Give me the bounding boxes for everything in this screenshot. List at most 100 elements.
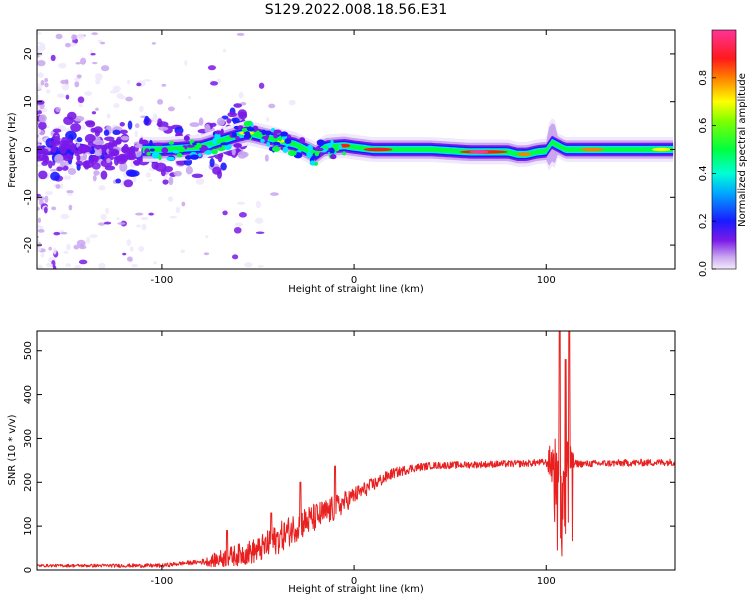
spectrogram-noise-blob [203, 252, 210, 256]
spectrogram-ridge-blob [330, 154, 337, 160]
snr-ytick-label: 500 [23, 341, 34, 360]
spectrogram-noise-blob [91, 32, 99, 36]
spectrogram-ridge-blob [284, 138, 292, 145]
spectrogram-noise-blob [48, 246, 52, 251]
snr-ylabel: SNR (10 * v/v) [7, 414, 18, 485]
spectrogram-noise-blob [37, 264, 43, 269]
spectrogram-ridge-blob [211, 148, 218, 155]
spectrogram-ridge-blob [309, 160, 316, 166]
spectrogram-noise-blob [66, 243, 71, 251]
spectrogram-hot-segment [580, 147, 604, 152]
spectrogram-noise-blob [91, 111, 97, 115]
spectrogram-ridge-blob [237, 125, 244, 130]
spectrogram-noise-blob [62, 175, 72, 180]
spectrogram-band-blob [160, 169, 166, 177]
spectrogram-band-blob [76, 154, 81, 162]
spectrogram-ridge-blob [266, 141, 271, 147]
spectrogram-band-blob [191, 173, 204, 178]
spectrogram-noise-blob [258, 82, 265, 89]
spectrogram-noise-blob [100, 41, 106, 45]
spectrogram-band-blob [41, 153, 48, 164]
spectrogram-noise-blob [92, 61, 98, 65]
spectrogram-noise-blob [98, 185, 106, 191]
spectrogram-ridge-blob [177, 146, 186, 153]
spectrogram-noise-blob [40, 80, 45, 86]
spectrogram-noise-blob [80, 57, 87, 65]
spectrogram-hot-segment [469, 150, 489, 154]
spectrogram-noise-blob [268, 103, 276, 109]
spectrogram-noise-blob [264, 154, 269, 162]
spectrogram-band-blob [117, 153, 129, 162]
spectrogram-ridge-blob [338, 144, 342, 150]
spectrogram-xtick-label: 0 [351, 275, 357, 286]
spectrogram-band-blob [37, 148, 49, 155]
spectrogram-noise-blob [65, 94, 70, 100]
colorbar-tick-label: 0.8 [698, 70, 709, 86]
spectrogram-noise-blob [53, 231, 61, 236]
spectrogram-noise-blob [37, 137, 43, 143]
spectrogram-noise-blob [66, 190, 74, 194]
spectrogram-hot-segment [651, 147, 672, 152]
spectrogram-noise-blob [109, 90, 119, 94]
spectrogram-ridge-blob [161, 147, 169, 154]
spectrogram-noise-blob [60, 231, 68, 235]
spectrogram-noise-blob [157, 98, 164, 105]
spectrogram-noise-blob [254, 217, 264, 224]
spectrogram-ridge-blob [287, 150, 297, 157]
spectrogram-ridge-blob [225, 146, 230, 151]
spectrogram-hot-segment [517, 152, 531, 157]
spectrogram-ridge-blob [307, 144, 313, 152]
spectrogram-ridge-blob [264, 130, 272, 136]
colorbar: 0.0 0.2 0.4 0.6 0.8 Normalized spectral ampl… [698, 29, 748, 277]
spectrogram-ridge-blob [282, 146, 289, 153]
spectrogram-band-blob [123, 179, 134, 188]
spectrogram-band-blob [120, 135, 130, 141]
spectrogram-noise-blob [238, 91, 244, 99]
spectrogram-noise-blob [37, 134, 40, 139]
spectrogram-noise-blob [86, 236, 91, 244]
spectrogram-noise-blob [74, 81, 80, 88]
spectrogram-ridge-blob [216, 133, 220, 140]
spectrogram-noise-blob [236, 32, 245, 36]
spectrogram-band-blob [168, 176, 174, 186]
spectrogram-ridge-blob [166, 156, 175, 161]
spectrogram-band-blob [38, 170, 48, 180]
spectrogram-noise-blob [76, 239, 86, 247]
spectrogram-band-blob [50, 171, 60, 181]
spectrogram-ridge-blob [231, 131, 237, 138]
spectrogram-noise-blob [78, 259, 88, 265]
spectrogram-band-blob [38, 114, 47, 123]
spectrogram-ridge-blob [330, 139, 334, 145]
spectrogram-band-blob [198, 117, 204, 126]
spectrogram-band-blob [48, 140, 61, 147]
spectrogram-ridge-blob [247, 127, 255, 132]
spectrogram-noise-blob [136, 82, 142, 87]
spectrogram-band-blob [185, 165, 193, 175]
spectrogram-marks [37, 32, 674, 269]
spectrogram-noise-blob [234, 222, 244, 227]
snr-xlabel: Height of straight line (km) [288, 584, 424, 595]
spectrogram-noise-blob [44, 77, 49, 83]
spectrogram-ridge-blob [214, 130, 223, 135]
snr-ytick-label: 200 [23, 473, 34, 492]
spectrogram-band-blob [103, 129, 110, 136]
spectrogram-noise-blob [151, 42, 157, 45]
spectrogram-noise-blob [237, 201, 246, 205]
spectrogram-ridge-blob [273, 129, 282, 134]
spectrogram-noise-blob [75, 62, 82, 65]
spectrogram-band-blob [73, 115, 85, 122]
spectrogram-noise-blob [52, 265, 57, 269]
spectrogram-band-blob [237, 150, 247, 159]
spectrogram-noise-blob [37, 94, 40, 100]
spectrogram-band-blob [233, 103, 243, 108]
spectrogram-noise-blob [72, 34, 78, 40]
spectrogram-noise-blob [288, 99, 296, 106]
snr-series-line [37, 331, 675, 568]
spectrogram-band-blob [61, 153, 74, 162]
spectrogram-ridge-blob [314, 150, 320, 157]
spectrogram-noise-blob [175, 206, 181, 214]
spectrogram-noise-blob [116, 217, 120, 221]
spectrogram-noise-blob [129, 246, 134, 252]
spectrogram-noise-blob [55, 184, 61, 189]
spectrogram-band-blob [56, 166, 63, 172]
